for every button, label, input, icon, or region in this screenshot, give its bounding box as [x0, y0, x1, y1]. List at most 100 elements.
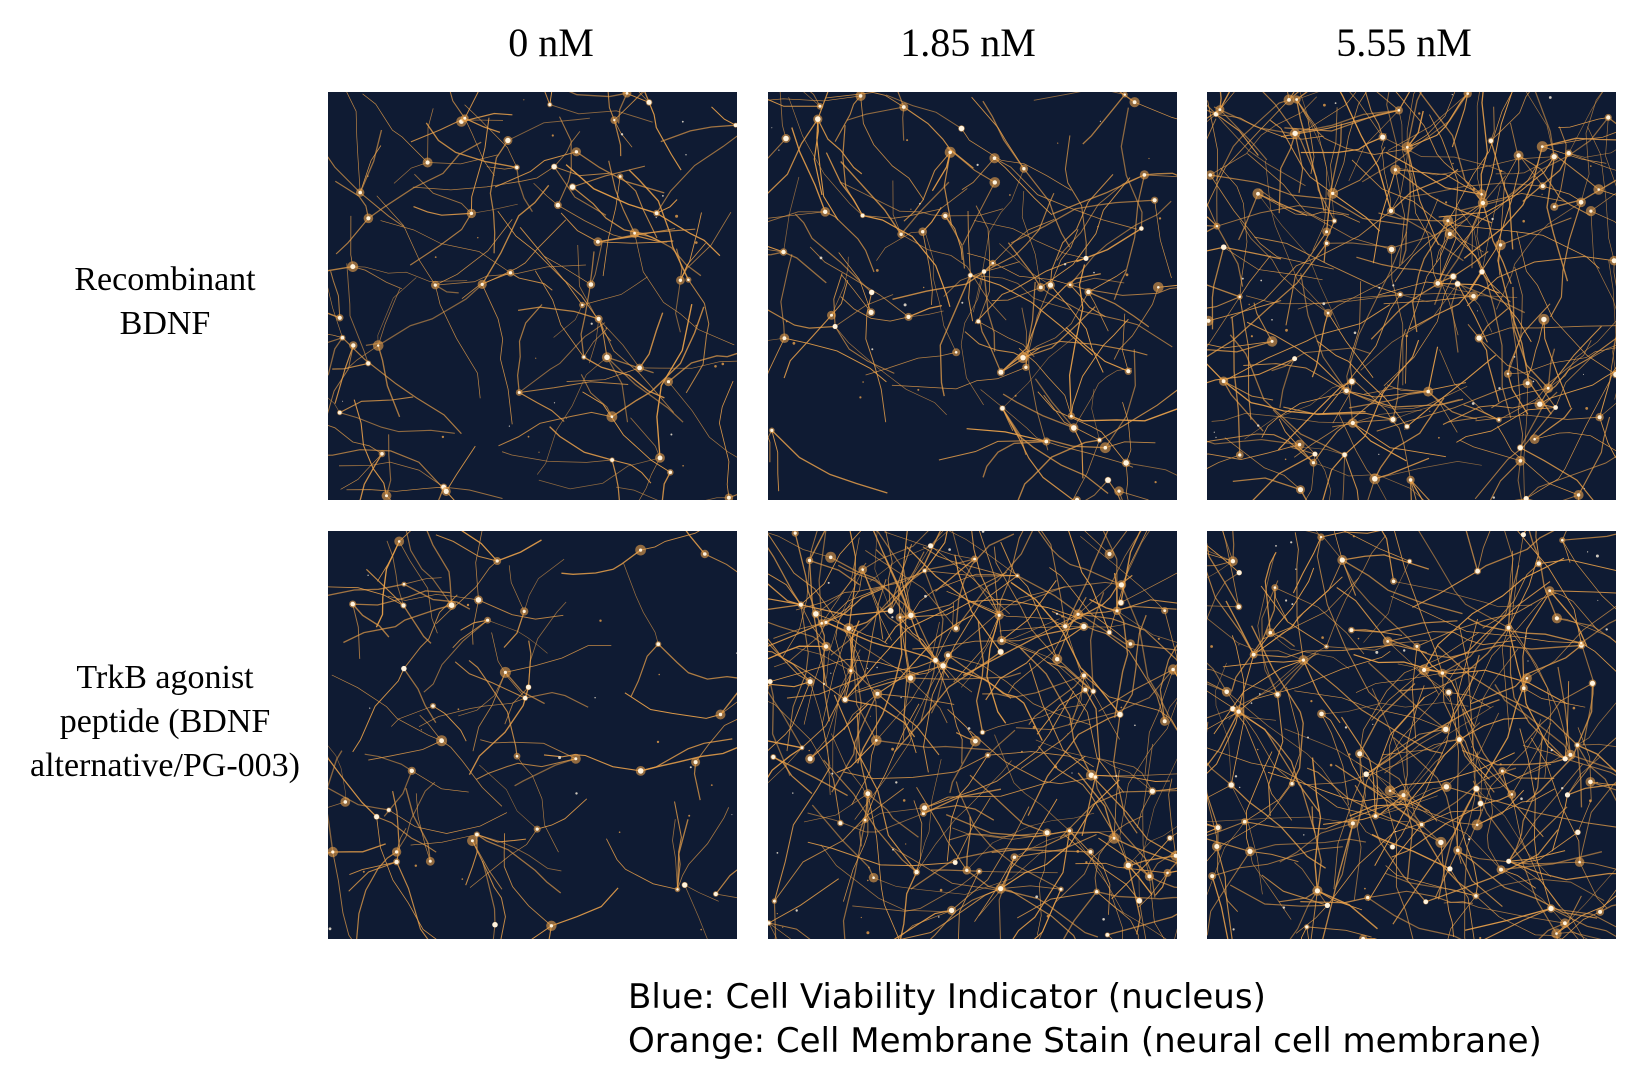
neurite: [987, 729, 1016, 756]
neurite: [1437, 162, 1539, 284]
neurite: [684, 884, 708, 939]
cell-nucleus: [1107, 551, 1112, 557]
neurite: [1378, 212, 1448, 222]
neurite: [376, 816, 437, 853]
neurite: [328, 156, 361, 193]
neurite: [434, 285, 481, 399]
neurite: [1122, 313, 1129, 372]
neurite: [1356, 728, 1446, 826]
speckle: [1260, 279, 1263, 282]
neurite: [1599, 366, 1616, 418]
neurite: [1525, 455, 1616, 499]
speckle: [859, 396, 862, 399]
neurite: [1322, 454, 1346, 500]
speckle: [508, 425, 510, 427]
neurite: [791, 127, 826, 213]
cell-nucleus: [986, 753, 990, 757]
neurite: [1271, 358, 1295, 372]
neurite: [656, 212, 721, 257]
cell-nucleus: [1319, 535, 1323, 539]
cell-nucleus: [358, 190, 362, 195]
neurite: [908, 310, 944, 318]
neurite: [1509, 647, 1566, 760]
neurite: [1069, 200, 1172, 286]
neurite: [534, 270, 585, 358]
cell-nucleus: [898, 616, 902, 619]
neurite: [505, 645, 612, 673]
speckle: [1158, 217, 1162, 220]
neurite: [1448, 692, 1491, 709]
speckle: [1522, 219, 1525, 223]
neurite: [891, 366, 1027, 390]
neurite: [695, 718, 737, 763]
neurite: [877, 693, 955, 705]
neurite: [1342, 454, 1346, 500]
cell-nucleus: [1117, 489, 1121, 493]
neurite: [1260, 585, 1327, 648]
neurite: [630, 643, 659, 697]
cell-nucleus: [1350, 821, 1355, 826]
speckle: [1479, 936, 1482, 939]
neurite: [1316, 340, 1408, 427]
neurite: [1476, 194, 1483, 258]
speckle: [1471, 746, 1473, 748]
speckle: [570, 186, 572, 189]
speckle: [675, 214, 679, 218]
neurite: [1207, 363, 1225, 382]
neurite: [328, 583, 405, 597]
neurite: [656, 199, 678, 214]
cell-nucleus: [998, 886, 1004, 892]
cell-nucleus: [906, 314, 911, 319]
speckle: [1039, 311, 1042, 313]
neurite: [1014, 830, 1116, 858]
speckle: [736, 652, 737, 654]
neurite: [464, 118, 495, 176]
speckle: [981, 531, 985, 533]
neurite: [1064, 834, 1140, 901]
neurite: [1394, 169, 1405, 267]
neurite: [1507, 627, 1566, 761]
neurite: [1321, 294, 1401, 415]
neurite: [461, 112, 513, 123]
cell-nucleus: [981, 269, 987, 274]
neurite: [1277, 652, 1317, 695]
cell-nucleus: [1423, 899, 1429, 905]
neurite: [1553, 126, 1567, 207]
neurite: [1128, 826, 1177, 866]
neurite: [1036, 689, 1086, 735]
neurite: [1138, 872, 1168, 908]
neurite: [445, 445, 476, 492]
neurite: [607, 92, 615, 121]
cell-nucleus: [1295, 98, 1298, 101]
neurite: [924, 755, 1086, 809]
neurite: [1343, 531, 1410, 562]
neurite: [1243, 363, 1347, 392]
speckle: [328, 927, 332, 931]
neurite: [1212, 846, 1343, 877]
neurite: [435, 560, 498, 624]
neurite: [1517, 460, 1523, 500]
neurite: [1118, 490, 1123, 500]
neurite: [768, 245, 784, 253]
neurite: [1500, 851, 1603, 871]
speckle: [1032, 725, 1036, 729]
neurite: [1229, 884, 1328, 907]
neurite: [1018, 347, 1072, 417]
neurite: [1367, 897, 1462, 939]
neurite: [1387, 631, 1516, 646]
cell-nucleus: [1091, 689, 1096, 694]
neurite: [359, 192, 404, 227]
neurite: [1437, 282, 1500, 294]
cell-nucleus: [1128, 642, 1133, 646]
neurite: [877, 693, 940, 756]
neurite: [1098, 669, 1174, 712]
neurite: [1207, 284, 1241, 298]
neurite: [1477, 531, 1555, 572]
neurite: [1517, 531, 1582, 644]
neurite: [1351, 159, 1483, 272]
speckle: [967, 727, 971, 730]
neuron-network: [1207, 92, 1616, 500]
neurite: [811, 804, 875, 878]
neurite: [1278, 418, 1314, 463]
speckle: [1464, 240, 1467, 242]
